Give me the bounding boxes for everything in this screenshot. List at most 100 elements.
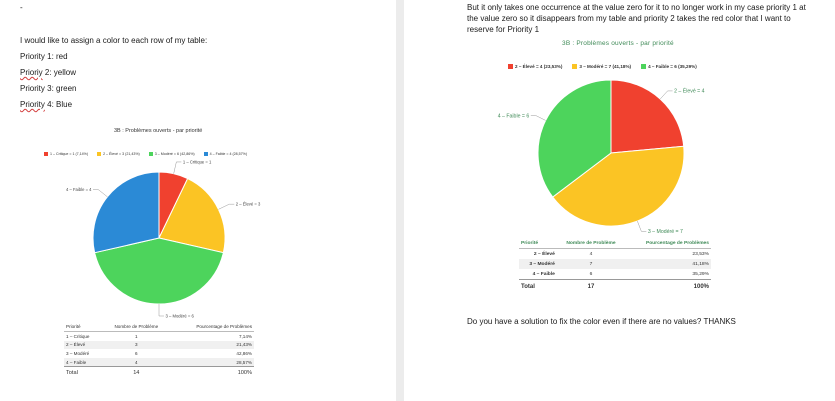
paragraph-line-1: But it only takes one occurrence at the … [467, 3, 806, 12]
table-cell: 4 – Faible [532, 271, 555, 277]
table-header-cell: Pourcentage de Problèmes [169, 322, 254, 332]
pie-slice-label: 3 – Modéré = 7 [648, 229, 683, 235]
pie-slice[interactable] [158, 177, 226, 254]
priority-line-2: Prioriy 2: yellow [20, 68, 77, 77]
table-cell: 4 – Faible [64, 357, 103, 367]
table-header-row: Priorité Nombre de Problème Pourcentage … [519, 238, 711, 249]
pie-label-leader [93, 189, 108, 198]
table-cell: 17 [556, 279, 626, 293]
paragraph-line-3: reserve for Priority 1 [467, 25, 540, 34]
table-row: 3 – Modéré 6 42,86% [64, 349, 254, 358]
chart2-pie: 2 – Élevé = 4 3 – Modéré = 7 4 – Faible = … [498, 79, 705, 235]
table-cell: 7 [556, 259, 626, 269]
pie-label-leader [173, 161, 182, 174]
table-cell: 23,53% [692, 251, 709, 257]
table-cell: 3 [102, 340, 170, 350]
legend-label: 3 – Modéré = 7 (41,18%) [579, 64, 632, 69]
chart1-legend-item[interactable]: 4 – Faible = 4 (28,57%) [203, 152, 248, 156]
table-cell: 14 [102, 366, 170, 380]
table-header-cell: Nombre de Problème [102, 322, 170, 332]
table-header-cell: Pourcentage de Problèmes [625, 238, 711, 249]
priority-line-1: Priority 1: red [20, 52, 68, 61]
priority-line-4: Priority 4: Blue [20, 100, 73, 109]
pie-slice-label: 4 – Faible = 4 [66, 187, 92, 192]
chart1-pie: 1 – Critique = 1 2 – Élevé = 3 3 – Modéré … [66, 159, 261, 318]
chart2-title: 3B : Problèmes ouverts - par priorité [562, 40, 674, 47]
pie-slice-label: 4 – Faible = 6 [498, 113, 530, 119]
chart2-legend: 2 – Élevé = 4 (23,53%) 3 – Modéré = 7 (4… [508, 64, 697, 69]
legend-label: 4 – Faible = 6 (35,29%) [648, 64, 697, 69]
closing-question: Do you have a solution to fix the color … [467, 317, 736, 326]
pie-slice[interactable] [552, 145, 685, 227]
table-cell: 35,29% [692, 271, 709, 277]
chart2-data-table: Priorité Nombre de Problème Pourcentage … [519, 238, 711, 293]
pie-label-leader [637, 220, 647, 232]
table-header-cell: Priorité [64, 322, 103, 332]
paragraph-line-2: the value zero so it disappears from my … [467, 14, 791, 23]
table-row: 2 – Élevé 4 23,53% [519, 249, 711, 260]
chart1-legend-item[interactable]: 1 – Critique = 1 (7,14%) [44, 152, 88, 156]
pie-slice[interactable] [94, 237, 224, 305]
table-cell: 3 – Modéré [66, 350, 90, 356]
legend-swatch [508, 64, 513, 69]
legend-swatch [203, 152, 208, 156]
chart2-legend-item[interactable]: 2 – Élevé = 4 (23,53%) [508, 64, 562, 69]
pie-slice-label: 2 – Élevé = 4 [674, 88, 705, 95]
table-row: 4 – Faible 6 35,29% [519, 269, 711, 280]
table-cell: 7,14% [238, 333, 252, 339]
table-cell: 2 – Élevé [64, 340, 103, 350]
legend-label: 3 – Modéré = 6 (42,86%) [154, 152, 195, 156]
table-cell: 2 – Élevé [533, 251, 555, 257]
pie-slice-label: 2 – Élevé = 3 [236, 202, 261, 207]
legend-label: 2 – Élevé = 4 (23,53%) [515, 64, 563, 69]
chart2-legend-item[interactable]: 4 – Faible = 6 (35,29%) [641, 64, 697, 69]
table-cell: 42,86% [236, 350, 252, 356]
pie-label-leader [218, 203, 235, 210]
pie-slice[interactable] [610, 79, 685, 154]
chart1-title: 3B : Problèmes ouverts - par priorité [114, 128, 203, 134]
chart1-legend-item[interactable]: 3 – Modéré = 6 (42,86%) [148, 152, 195, 156]
table-cell: 21,43% [169, 340, 254, 350]
chart1-legend-item[interactable]: 2 – Élevé = 3 (21,43%) [97, 152, 140, 156]
table-row: 1 – Critique 1 7,14% [64, 332, 254, 341]
table-cell: Total [64, 366, 103, 380]
table-row: 2 – Élevé 3 21,43% [64, 340, 254, 350]
chart1-data-table: Priorité Nombre de Problème Pourcentage … [64, 322, 254, 380]
pie-slice-label: 3 – Modéré = 6 [166, 313, 195, 318]
table-cell: 100% [169, 366, 254, 380]
table-cell: 6 [589, 271, 593, 277]
pie-label-leader [659, 90, 673, 100]
table-cell: 28,57% [169, 357, 254, 367]
intro-text: I would like to assign a color to each r… [20, 36, 208, 45]
priority-line-3: Priority 3: green [20, 84, 77, 93]
pie-slice-label: 1 – Critique = 1 [183, 159, 212, 164]
legend-swatch [44, 152, 48, 156]
pie-label-leader [530, 115, 546, 121]
table-header-row: Priorité Nombre de Problème Pourcentage … [64, 322, 254, 332]
table-cell: 100% [625, 279, 711, 293]
legend-swatch [97, 152, 102, 156]
table-cell: 41,18% [625, 259, 711, 269]
table-total-row: Total 17 100% [519, 279, 711, 293]
table-cell: 4 [589, 251, 593, 257]
table-total-row: Total 14 100% [64, 366, 254, 380]
table-cell: 3 – Modéré [519, 259, 557, 269]
legend-label: 2 – Élevé = 3 (21,43%) [103, 152, 140, 156]
pie-slice[interactable] [92, 171, 160, 254]
table-row: 4 – Faible 4 28,57% [64, 357, 254, 367]
chart2-legend-item[interactable]: 3 – Modéré = 7 (41,18%) [572, 64, 631, 69]
pie-label-leader [158, 304, 164, 317]
legend-swatch [641, 64, 647, 69]
table-row: 3 – Modéré 7 41,18% [519, 259, 711, 269]
legend-swatch [148, 152, 153, 156]
legend-label: 1 – Critique = 1 (7,14%) [50, 152, 89, 156]
pie-slice[interactable] [537, 79, 612, 198]
dash-text: - [20, 3, 23, 12]
table-cell: 6 [135, 350, 138, 356]
legend-label: 4 – Faible = 4 (28,57%) [209, 152, 248, 156]
table-cell: 1 – Critique [66, 333, 90, 339]
table-cell: 1 [135, 333, 138, 339]
legend-swatch [572, 64, 578, 69]
chart1-legend: 1 – Critique = 1 (7,14%) 2 – Élevé = 3 (… [44, 152, 247, 156]
table-header-cell: Priorité [519, 238, 557, 249]
